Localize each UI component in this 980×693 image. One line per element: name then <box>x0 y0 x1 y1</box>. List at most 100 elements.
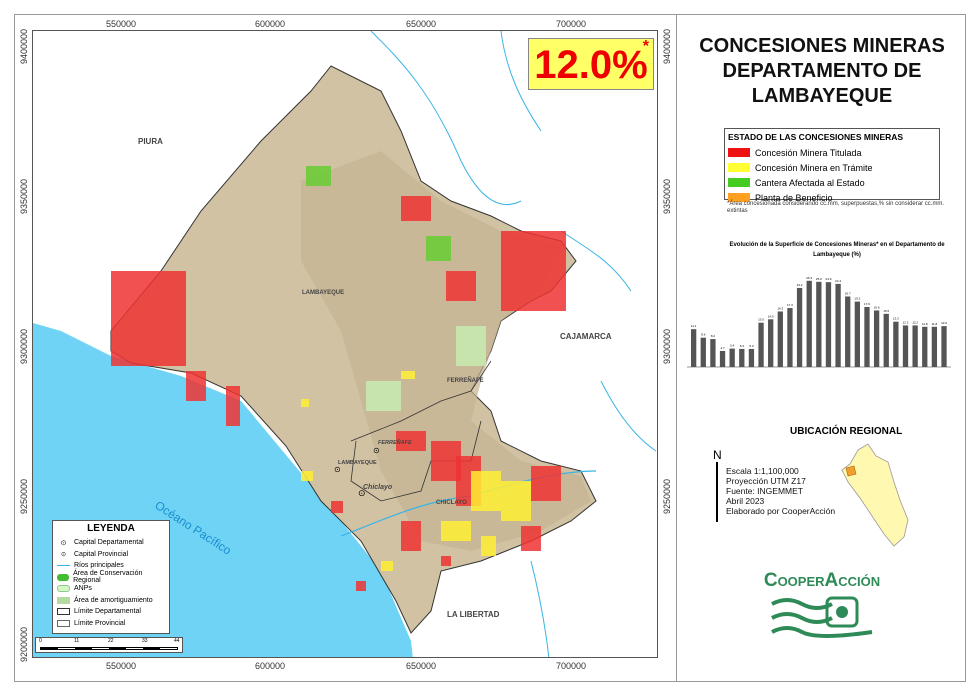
status-item: Concesión Minera Titulada <box>728 145 936 160</box>
city-label: Chiclayo <box>363 484 393 491</box>
bar <box>922 326 928 367</box>
north-label: N <box>713 448 722 462</box>
concession-area <box>301 471 313 481</box>
legend-item: Ríos principales <box>57 560 165 572</box>
capital-prov-icon: ⊙ <box>60 551 67 558</box>
province-boundary <box>350 360 492 442</box>
lambayeque-highlight <box>845 465 857 477</box>
status-item: Planta de Beneficio <box>728 190 936 205</box>
x-tick: 550000 <box>106 19 137 29</box>
scale-label: 44 <box>174 638 180 644</box>
bar-data-label: 12.2 <box>903 320 909 324</box>
bar-data-label: 11.1 <box>691 324 697 328</box>
y-tick: 9200000 <box>19 626 29 662</box>
x-tick: 600000 <box>255 19 286 29</box>
city-marker: ⊙ <box>358 488 366 498</box>
bar-data-label: 12.0 <box>941 321 947 325</box>
bar-data-label: 24.4 <box>835 279 841 283</box>
titulada-swatch <box>728 148 750 157</box>
info-date: Abril 2023 <box>726 496 765 506</box>
map-sheet-frame <box>14 14 966 682</box>
legend-item: Límite Provincial <box>57 618 165 630</box>
north-arrow: N <box>713 448 722 522</box>
bar <box>854 301 860 367</box>
province-label: CHICLAYO <box>436 500 467 506</box>
city-label: FERREÑAFE <box>378 440 412 446</box>
legend-item: Área de amortiguamiento <box>57 595 165 607</box>
region-label-piura: PIURA <box>138 137 163 146</box>
river-icon <box>57 565 70 567</box>
scale-bar: 0 11 22 33 44 <box>35 637 183 653</box>
concession-area <box>401 371 415 379</box>
scale-label: 22 <box>108 638 114 644</box>
bar-data-label: 17.6 <box>864 302 870 306</box>
bar <box>825 282 832 367</box>
status-item: Concesión Minera en Trámite <box>728 160 936 175</box>
map-legend: LEYENDA ⊙ Capital Departamental ⊙ Capital … <box>52 520 170 634</box>
concession-area <box>521 526 541 551</box>
x-tick: 650000 <box>406 661 437 671</box>
bar <box>787 308 793 367</box>
peru-location-map <box>841 443 909 547</box>
bar <box>729 348 735 367</box>
info-projection: Proyección UTM Z17 <box>726 476 806 486</box>
bar <box>691 329 697 367</box>
bar-data-label: 15.6 <box>883 309 889 313</box>
bar <box>796 287 803 367</box>
bar-data-label: 24.9 <box>826 277 832 281</box>
province-label: FERREÑAFE <box>447 378 484 384</box>
status-legend-title: ESTADO DE LAS CONCESIONES MINERAS <box>728 132 904 142</box>
concession-area <box>301 399 309 407</box>
status-note: *Área concesionada considerando cc.mm. s… <box>727 201 945 214</box>
scale-label: 11 <box>74 638 80 644</box>
bar <box>710 339 716 367</box>
scale-label: 0 <box>39 638 42 644</box>
y-tick: 9300000 <box>662 328 672 364</box>
concession-area <box>441 521 471 541</box>
bar <box>883 313 889 367</box>
concession-area <box>111 271 186 366</box>
river <box>370 31 522 206</box>
prov-boundary-icon <box>57 619 70 627</box>
province-label: LAMBAYEQUE <box>302 290 345 296</box>
concession-area <box>441 556 451 566</box>
scale-graduation <box>40 647 178 650</box>
legend-label: Capital Departamental <box>74 539 144 547</box>
acr-icon <box>57 573 70 581</box>
bar-data-label: 4.7 <box>720 346 725 350</box>
planta-swatch <box>728 193 750 202</box>
bar <box>816 281 822 367</box>
bar <box>931 326 938 367</box>
concession-area <box>531 466 561 501</box>
bar-data-label: 14.0 <box>768 314 774 318</box>
y-tick: 9300000 <box>19 328 29 364</box>
status-label: Concesión Minera Titulada <box>755 147 862 158</box>
concession-area <box>481 536 496 556</box>
legend-label: Área de amortiguamiento <box>74 596 153 604</box>
bar <box>758 322 764 367</box>
capital-dept-icon: ⊙ <box>60 540 67 548</box>
asterisk: * <box>642 38 649 55</box>
title-line: LAMBAYEQUE <box>751 85 893 107</box>
north-arrow-icon <box>716 462 718 522</box>
bar <box>912 325 918 367</box>
concession-area <box>471 471 501 511</box>
buffer-zone-icon <box>57 596 70 604</box>
bar-data-label: 12.2 <box>912 320 918 324</box>
x-tick: 650000 <box>406 19 437 29</box>
legend-item: ANPs <box>57 583 165 595</box>
bar <box>941 326 947 367</box>
bar-data-label: 16.6 <box>874 305 880 309</box>
concession-area <box>426 236 451 261</box>
region-label-cajamarca: CAJAMARCA <box>560 332 612 341</box>
concession-area <box>396 431 426 451</box>
legend-label: ANPs <box>74 585 92 593</box>
x-tick: 600000 <box>255 661 286 671</box>
info-scale: Escala 1:1,100,000 <box>726 466 799 476</box>
bar-data-label: 16.3 <box>777 306 783 310</box>
status-label: Planta de Beneficio <box>755 192 833 203</box>
y-tick: 9350000 <box>662 178 672 214</box>
tramite-swatch <box>728 163 750 172</box>
legend-label: Ríos principales <box>74 562 124 570</box>
legend-label: Límite Departamental <box>74 608 141 616</box>
